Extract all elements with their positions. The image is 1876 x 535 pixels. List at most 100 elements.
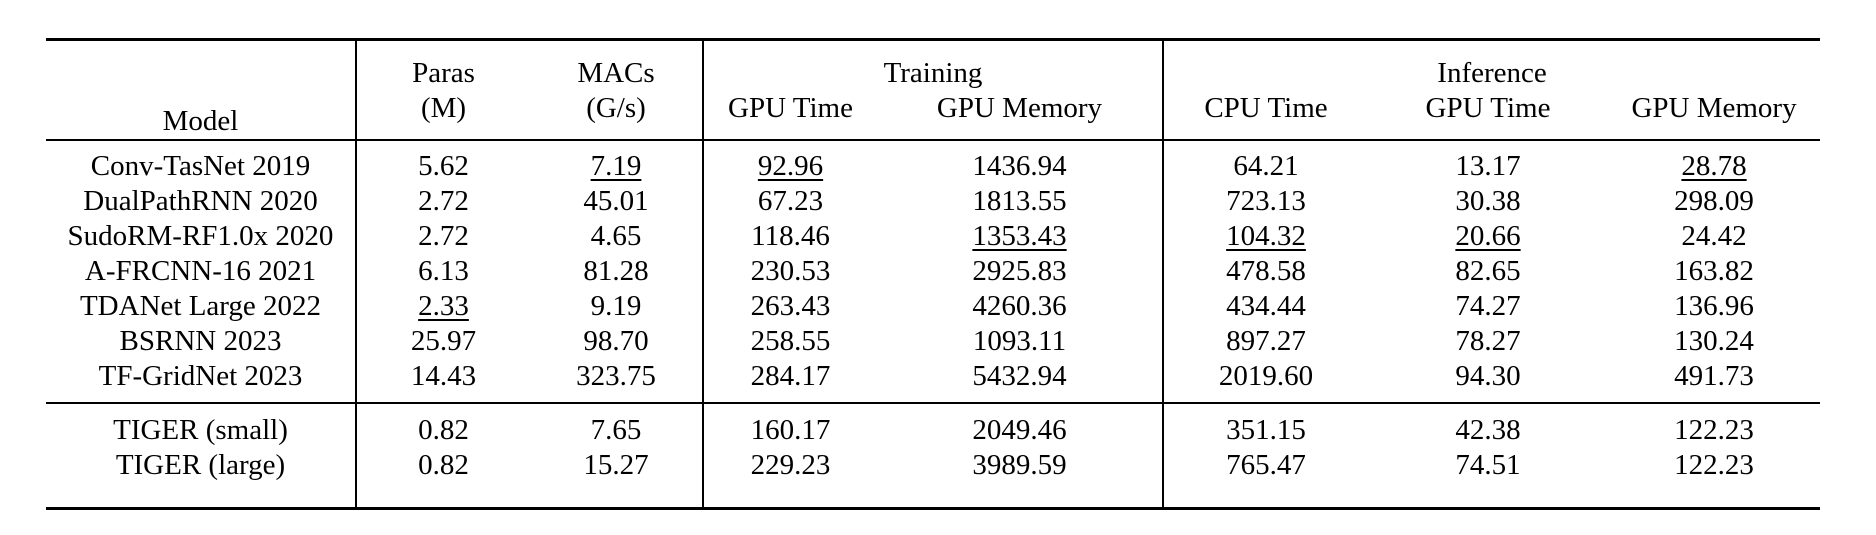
cell-model: BSRNN 2023 (46, 324, 357, 359)
header-train-gpu-memory: GPU Memory (877, 91, 1164, 140)
header-group-training: Training (703, 39, 1164, 91)
header-macs: MACs (530, 39, 704, 91)
cell-macs: 9.19 (530, 289, 704, 324)
header-model: Model (46, 39, 357, 140)
cell-inf-gpu-time: 82.65 (1455, 254, 1521, 287)
cell-cpu-time: 351.15 (1226, 413, 1306, 446)
cell-inf-gpu-time: 30.38 (1455, 184, 1521, 217)
cell-inf-gpu-time: 13.17 (1455, 149, 1521, 182)
cell-macs: 4.65 (530, 219, 704, 254)
table-row: TF-GridNet 2023 14.43 323.75 284.17 5432.94 2… (46, 359, 1820, 403)
table-row: TIGER (small) 0.82 7.65 160.17 2049.46 351.15… (46, 403, 1820, 448)
cell-macs: 7.19 (530, 140, 704, 184)
cell-inf-gpu-memory: 298.09 (1674, 184, 1754, 217)
header-inf-gpu-time: GPU Time (1425, 92, 1551, 124)
cell-macs: 81.28 (530, 254, 704, 289)
tiger-rows-section: TIGER (small) 0.82 7.65 160.17 2049.46 351.15… (46, 403, 1821, 509)
cell-paras: 0.82 (418, 413, 469, 446)
table-row: TDANet Large 2022 2.33 9.19 263.43 4260.36 43… (46, 289, 1820, 324)
cell-cpu-time: 723.13 (1226, 184, 1306, 217)
cell-paras: 2.72 (418, 219, 469, 252)
benchmark-table-container: Model Paras MACs Training Inference (M) … (46, 38, 1821, 510)
cell-cpu-time: 104.32 (1226, 219, 1306, 252)
cell-model: TF-GridNet 2023 (46, 359, 357, 403)
cell-paras: 25.97 (410, 324, 477, 357)
table-row: DualPathRNN 2020 2.72 45.01 67.23 1813.55 723… (46, 184, 1820, 219)
cell-train-gpu-memory: 5432.94 (877, 359, 1164, 403)
cell-cpu-time: 478.58 (1226, 254, 1306, 287)
cell-paras: 6.13 (418, 254, 469, 287)
cell-paras: 2.33 (418, 289, 469, 322)
cell-paras: 2.72 (418, 184, 469, 217)
cell-model: DualPathRNN 2020 (46, 184, 357, 219)
cell-cpu-time: 765.47 (1226, 448, 1306, 481)
cell-train-gpu-memory: 2049.46 (877, 403, 1164, 448)
cell-train-gpu-time: 67.23 (757, 184, 824, 217)
cell-train-gpu-memory: 1813.55 (877, 184, 1164, 219)
header-paras: Paras (412, 56, 475, 89)
cell-train-gpu-memory: 1093.11 (877, 324, 1164, 359)
cell-inf-gpu-memory: 130.24 (1674, 324, 1754, 357)
cell-train-gpu-time: 284.17 (750, 359, 831, 392)
cell-train-gpu-time: 230.53 (750, 254, 831, 287)
cell-inf-gpu-memory: 163.82 (1674, 254, 1754, 287)
cell-paras: 5.62 (418, 149, 469, 182)
cell-macs: 15.27 (530, 448, 704, 509)
cell-cpu-time: 434.44 (1226, 289, 1306, 322)
cell-paras: 14.43 (410, 359, 477, 392)
table-row: SudoRM-RF1.0x 2020 2.72 4.65 118.46 1353.43 1… (46, 219, 1820, 254)
cell-inf-gpu-memory: 122.23 (1674, 413, 1754, 446)
cell-train-gpu-memory: 3989.59 (877, 448, 1164, 509)
cell-inf-gpu-memory: 136.96 (1674, 289, 1754, 322)
cell-inf-gpu-time: 78.27 (1455, 324, 1521, 357)
cell-train-gpu-time: 258.55 (750, 324, 831, 357)
cell-paras: 0.82 (418, 448, 469, 481)
benchmark-table: Model Paras MACs Training Inference (M) … (46, 38, 1821, 510)
cell-model: A-FRCNN-16 2021 (46, 254, 357, 289)
cell-model: Conv-TasNet 2019 (46, 140, 357, 184)
cell-model: TDANet Large 2022 (46, 289, 357, 324)
cell-inf-gpu-memory: 491.73 (1674, 359, 1754, 392)
baseline-rows-section: Conv-TasNet 2019 5.62 7.19 92.96 1436.94 64.2… (46, 140, 1820, 403)
cell-inf-gpu-memory: 28.78 (1681, 149, 1747, 182)
cell-train-gpu-time: 92.96 (757, 149, 824, 182)
header-inf-gpu-memory: GPU Memory (1631, 92, 1797, 124)
cell-model: TIGER (large) (46, 448, 357, 509)
cell-macs: 45.01 (530, 184, 704, 219)
cell-inf-gpu-memory: 24.42 (1681, 219, 1747, 252)
table-row: TIGER (large) 0.82 15.27 229.23 3989.59 765.4… (46, 448, 1820, 509)
table-row: Conv-TasNet 2019 5.62 7.19 92.96 1436.94 64.2… (46, 140, 1820, 184)
cell-train-gpu-time: 229.23 (750, 448, 831, 481)
cell-inf-gpu-time: 42.38 (1455, 413, 1521, 446)
cell-cpu-time: 64.21 (1233, 149, 1299, 182)
cell-inf-gpu-time: 74.27 (1455, 289, 1521, 322)
cell-train-gpu-memory: 1436.94 (877, 140, 1164, 184)
cell-macs: 7.65 (530, 403, 704, 448)
header-row-groups: Model Paras MACs Training Inference (46, 39, 1820, 140)
cell-train-gpu-memory: 4260.36 (877, 289, 1164, 324)
cell-train-gpu-time: 118.46 (751, 219, 830, 252)
header-macs-unit: (G/s) (530, 91, 704, 140)
cell-train-gpu-memory: 2925.83 (877, 254, 1164, 289)
cell-train-gpu-time: 160.17 (750, 413, 831, 446)
cell-inf-gpu-time: 20.66 (1455, 219, 1521, 252)
table-row: BSRNN 2023 25.97 98.70 258.55 1093.11 897.27 7… (46, 324, 1820, 359)
cell-inf-gpu-time: 94.30 (1455, 359, 1521, 392)
header-paras-unit: (M) (420, 92, 467, 124)
header-train-gpu-time: GPU Time (728, 92, 853, 124)
header-group-inference: Inference (1437, 56, 1547, 89)
table-row: A-FRCNN-16 2021 6.13 81.28 230.53 2925.83 478… (46, 254, 1820, 289)
header-cpu-time: CPU Time (1204, 92, 1328, 124)
cell-cpu-time: 897.27 (1226, 324, 1306, 357)
cell-model: SudoRM-RF1.0x 2020 (46, 219, 357, 254)
cell-inf-gpu-memory: 122.23 (1674, 448, 1754, 481)
cell-inf-gpu-time: 74.51 (1455, 448, 1521, 481)
header-row-subcolumns: (M) (G/s) GPU Time GPU Memory CPU Time G… (46, 91, 1820, 140)
cell-macs: 98.70 (530, 324, 704, 359)
cell-model: TIGER (small) (46, 403, 357, 448)
cell-train-gpu-time: 263.43 (750, 289, 831, 322)
cell-macs: 323.75 (530, 359, 704, 403)
cell-train-gpu-memory: 1353.43 (877, 219, 1164, 254)
cell-cpu-time: 2019.60 (1218, 359, 1314, 392)
table-header: Model Paras MACs Training Inference (M) … (46, 39, 1821, 140)
